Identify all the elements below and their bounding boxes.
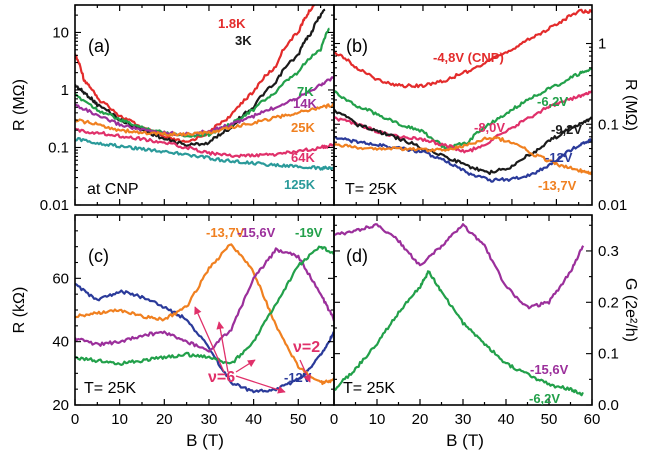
y-tick-label-c: 60 bbox=[52, 270, 69, 287]
series-line-b-3 bbox=[334, 108, 592, 176]
series-label-b-0: -4,8V (CNP) bbox=[433, 50, 504, 65]
y-tick-label-d: 0.2 bbox=[598, 294, 619, 311]
series-label-b-1: -6,2V bbox=[537, 94, 568, 109]
series-line-a-6 bbox=[75, 137, 334, 171]
series-line-b-0 bbox=[334, 8, 592, 89]
nu-label-2: ν=2 bbox=[293, 339, 320, 356]
series-line-c-1 bbox=[75, 243, 334, 386]
series-line-a-0 bbox=[75, 5, 316, 144]
y-tick-label-a: 0.1 bbox=[48, 139, 69, 156]
series-line-a-1 bbox=[75, 8, 326, 147]
panel-b: 0.01 0.1 1 R (MΩ) (b) T= 25K -4,8V (CNP) -6,2V -… bbox=[333, 4, 639, 214]
series-line-a-4 bbox=[75, 103, 334, 137]
x-tick-label-c: 30 bbox=[201, 411, 218, 428]
series-label-c-3: -19V bbox=[295, 225, 323, 240]
y-tick-label-d: 0.1 bbox=[598, 346, 619, 363]
series-line-c-3 bbox=[75, 245, 334, 366]
x-tick-label-c: 50 bbox=[290, 411, 307, 428]
y-tick-label-a: 1 bbox=[61, 82, 69, 99]
y-axis-label-d: G (2e²/h) bbox=[622, 278, 639, 342]
series-label-c-2: -15,6V bbox=[237, 225, 276, 240]
series-line-d-0 bbox=[334, 223, 585, 310]
nu-arrow-4 bbox=[299, 359, 311, 383]
series-line-b-4 bbox=[334, 135, 592, 183]
series-label-d-0: -15,6V bbox=[530, 362, 569, 377]
y-tick-label-c: 40 bbox=[52, 334, 69, 351]
nu-label-6: ν=6 bbox=[208, 369, 235, 386]
series-line-b-5 bbox=[334, 135, 592, 176]
x-tick-label-d: 0 bbox=[330, 411, 338, 428]
series-label-b-5: -13,7V bbox=[538, 178, 577, 193]
series-label-c-1: -13,7V bbox=[206, 225, 245, 240]
series-label-b-3: -9,2V bbox=[551, 122, 582, 137]
series-label-a-6: 125K bbox=[284, 177, 316, 192]
x-tick-label-d: 60 bbox=[584, 411, 601, 428]
panel-annotation-c: T= 25K bbox=[84, 380, 136, 397]
nu-arrow-0 bbox=[194, 306, 225, 373]
y-tick-label-b: 0.1 bbox=[598, 116, 619, 133]
nu-arrow-1 bbox=[216, 321, 229, 373]
x-tick-label-c: 0 bbox=[71, 411, 79, 428]
y-axis-label-c: R (kΩ) bbox=[11, 287, 28, 334]
x-axis-label-right: B (T) bbox=[446, 431, 484, 450]
y-tick-label-a: 10 bbox=[52, 24, 69, 41]
x-tick-label-d: 40 bbox=[498, 411, 515, 428]
series-label-b-4: -12V bbox=[545, 150, 573, 165]
x-tick-label-c: 20 bbox=[156, 411, 173, 428]
nu-arrow-3 bbox=[235, 375, 286, 394]
panel-label-a: (a) bbox=[88, 36, 110, 56]
panel-label-b: (b) bbox=[346, 36, 368, 56]
series-label-a-3: 14K bbox=[293, 96, 317, 111]
y-tick-label-d: 0.3 bbox=[598, 243, 619, 260]
panel-annotation-d: T= 25K bbox=[343, 380, 395, 397]
series-label-a-5: 64K bbox=[291, 150, 315, 165]
series-label-a-1: 3K bbox=[235, 33, 252, 48]
nu-arrow-2 bbox=[235, 359, 256, 373]
series-label-d-1: -6,2V bbox=[529, 391, 560, 406]
y-axis-label-a: R (MΩ) bbox=[11, 79, 28, 131]
panel-label-d: (d) bbox=[346, 246, 368, 266]
y-tick-label-d: 0.0 bbox=[598, 397, 619, 414]
series-label-a-4: 25K bbox=[291, 120, 315, 135]
series-line-c-0 bbox=[75, 282, 334, 394]
y-tick-label-a: 0.01 bbox=[40, 197, 69, 214]
x-tick-label-d: 10 bbox=[369, 411, 386, 428]
panel-d: 0.0 0.1 0.2 0.3 G (2e²/h) (d) T= 25K -15,6V -6,2… bbox=[333, 214, 639, 414]
series-label-a-0: 1.8K bbox=[218, 16, 246, 31]
y-tick-label-c: 20 bbox=[52, 397, 69, 414]
panel-label-c: (c) bbox=[88, 246, 109, 266]
y-tick-label-b: 0.01 bbox=[598, 197, 627, 214]
panel-frame-b bbox=[333, 4, 593, 206]
series-line-a-5 bbox=[75, 127, 334, 159]
series-line-d-1 bbox=[334, 270, 584, 397]
x-tick-label-d: 20 bbox=[412, 411, 429, 428]
panel-annotation-a: at CNP bbox=[87, 181, 139, 198]
series-line-b-2 bbox=[334, 90, 592, 154]
series-label-a-2: 7K bbox=[297, 84, 314, 99]
series-line-c-2 bbox=[75, 247, 334, 353]
x-axis-label-left: B (T) bbox=[186, 431, 224, 450]
panel-annotation-b: T= 25K bbox=[345, 181, 397, 198]
x-tick-label-c: 10 bbox=[111, 411, 128, 428]
x-tick-label-d: 30 bbox=[455, 411, 472, 428]
x-tick-label-d: 50 bbox=[541, 411, 558, 428]
x-tick-label-c: 40 bbox=[245, 411, 262, 428]
y-tick-label-b: 1 bbox=[598, 36, 606, 53]
series-line-a-2 bbox=[75, 27, 330, 138]
y-axis-label-b: R (MΩ) bbox=[622, 79, 639, 131]
series-label-b-2: -8,0V bbox=[474, 120, 505, 135]
